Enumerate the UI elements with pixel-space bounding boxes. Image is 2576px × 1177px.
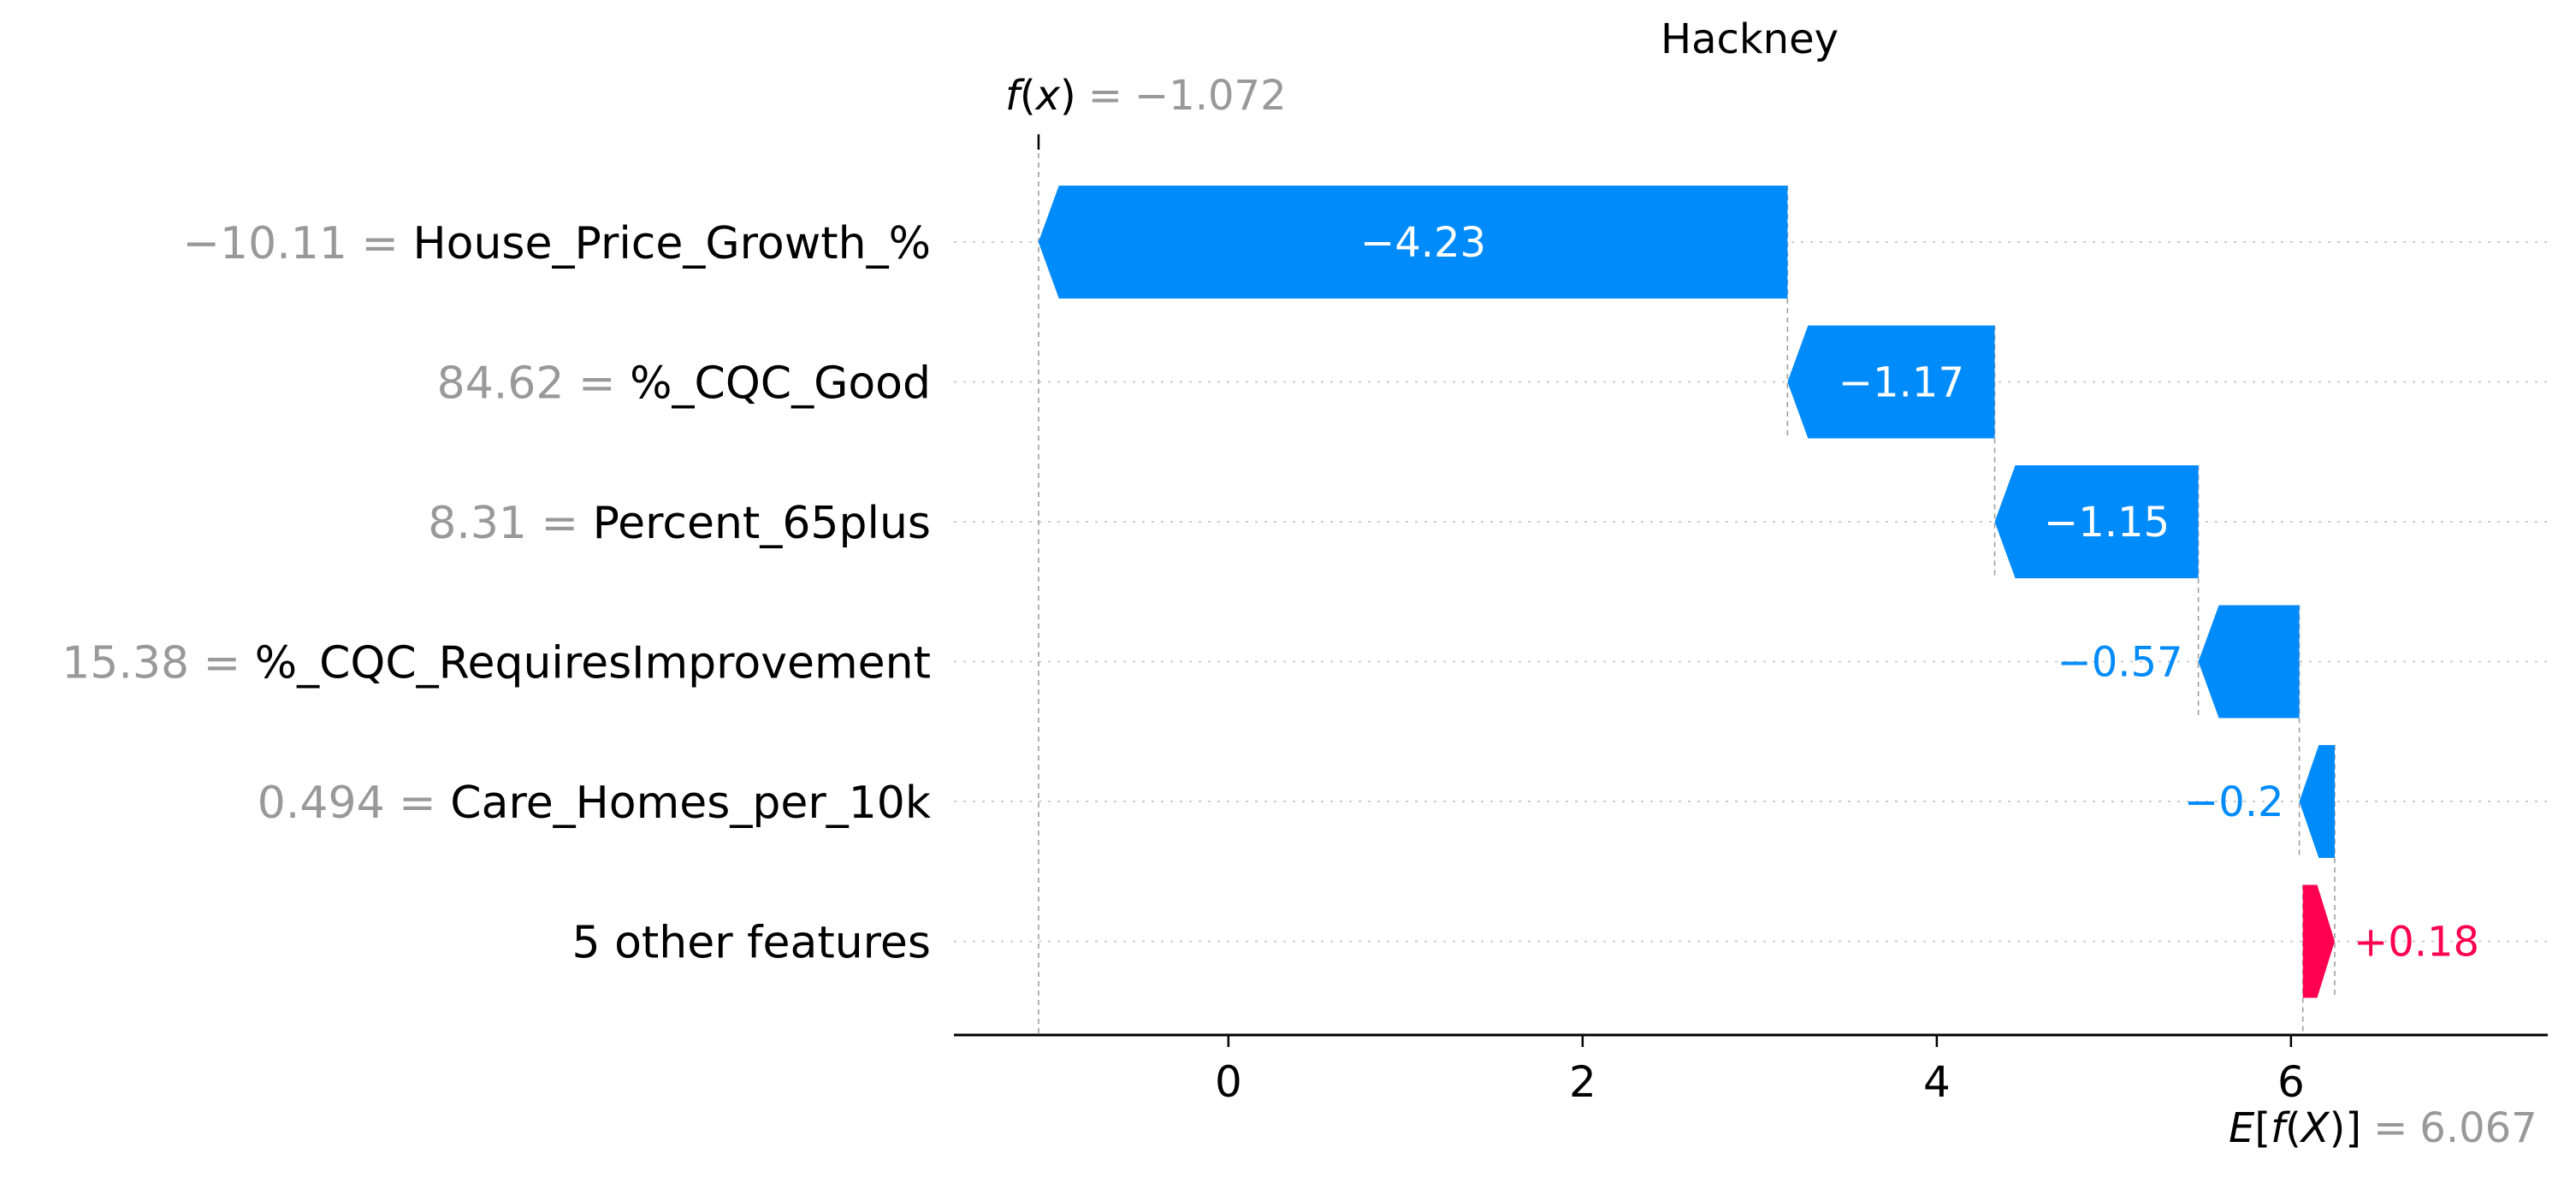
base-value-label: E[f(X)] = 6.067 (2229, 1104, 2538, 1152)
bar-value-label: −0.2 (2184, 778, 2284, 826)
bar-value-label: −1.17 (1839, 359, 1964, 407)
shap-bar (1994, 465, 2199, 578)
x-tick-label: 2 (1569, 1057, 1596, 1107)
row-gridlines (954, 241, 2548, 943)
feature-value: 15.38 = (62, 638, 255, 689)
ex-value: 6.067 (2419, 1104, 2537, 1152)
fx-equals: = (1088, 72, 1122, 120)
ex-paren-close: ) (2330, 1104, 2346, 1152)
fx-value: −1.072 (1134, 72, 1287, 120)
shap-bar (1787, 325, 1995, 439)
feature-value: −10.11 = (182, 218, 412, 269)
feature-value: 84.62 = (437, 358, 631, 410)
feature-label: −10.11 = House_Price_Growth_% (182, 218, 931, 269)
shap-bar (2198, 605, 2300, 719)
output-value-label: f(x) = −1.072 (1005, 72, 1287, 120)
feature-label: 15.38 = %_CQC_RequiresImprovement (62, 638, 931, 689)
ex-function: E (2229, 1104, 2255, 1152)
feature-name: %_CQC_RequiresImprovement (255, 638, 931, 689)
shap-bar (2299, 745, 2335, 858)
shap-bar (2302, 884, 2335, 998)
bars: −4.23 −1.17 −1.15 −0.57 −0.2 +0.18 (1038, 186, 2479, 998)
ex-close: ] (2345, 1104, 2361, 1152)
ex-paren-open: ( (2285, 1104, 2301, 1152)
feature-name: %_CQC_Good (630, 358, 931, 410)
x-tick-label: 4 (1923, 1057, 1951, 1107)
feature-label: 8.31 = Percent_65plus (428, 498, 931, 549)
feature-name: Percent_65plus (593, 498, 931, 549)
feature-value: 0.494 = (258, 778, 451, 829)
feature-name: Care_Homes_per_10k (450, 778, 931, 829)
ex-equals: = (2373, 1104, 2407, 1152)
x-axis-ticks: 0 2 4 6 (1215, 1035, 2305, 1107)
x-tick-label: 6 (2277, 1057, 2305, 1107)
feature-value: 8.31 = (428, 498, 592, 549)
bar-value-label: −1.15 (2044, 499, 2170, 547)
bar-value-label: −0.57 (2057, 639, 2182, 687)
chart-title: Hackney (1661, 15, 1839, 63)
bar-value-label: −4.23 (1360, 219, 1486, 267)
fx-var: x (1034, 72, 1061, 120)
ex-var: X (2299, 1104, 2330, 1152)
bar-value-label: +0.18 (2354, 919, 2479, 967)
feature-label: 0.494 = Care_Homes_per_10k (258, 778, 931, 829)
feature-name: 5 other features (571, 918, 931, 969)
feature-labels: −10.11 = House_Price_Growth_% 84.62 = %_C… (62, 218, 931, 969)
ex-open: [ (2254, 1104, 2271, 1152)
fx-close: ) (1060, 72, 1076, 120)
x-tick-label: 0 (1215, 1057, 1242, 1107)
feature-label: 5 other features (571, 918, 931, 969)
shap-bar (1038, 186, 1788, 299)
fx-open: ( (1020, 72, 1036, 120)
feature-name: House_Price_Growth_% (413, 218, 931, 269)
feature-label: 84.62 = %_CQC_Good (437, 358, 931, 410)
